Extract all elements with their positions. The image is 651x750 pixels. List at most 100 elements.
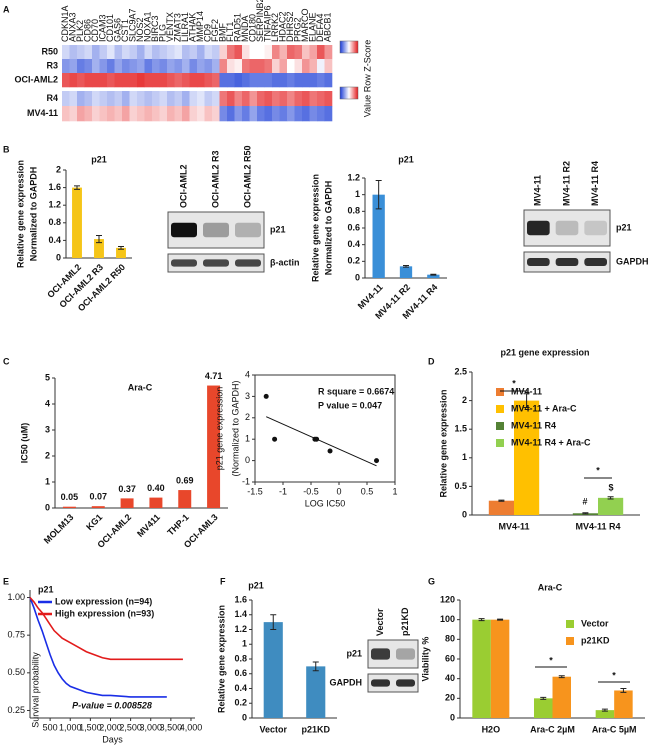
legend-swatch	[496, 422, 504, 430]
column-label: ATHAK	[188, 13, 198, 42]
heatmap-cell	[279, 59, 288, 74]
heatmap-cell	[129, 45, 138, 60]
bar	[116, 247, 126, 258]
x-tick-label: 0	[336, 486, 341, 496]
color-key-title: Value	[362, 95, 372, 117]
legend-swatch	[496, 439, 504, 447]
heatmap-cell	[152, 73, 160, 88]
heatmap-cell	[242, 91, 250, 107]
column-label: CST1	[120, 19, 130, 42]
heatmap-cell	[129, 106, 138, 122]
bar	[490, 619, 510, 718]
bar	[514, 400, 540, 515]
heatmap-cell	[324, 45, 333, 60]
x-tick-label: MV4-11 R4	[575, 521, 620, 531]
column-label: CDKN1A	[60, 5, 70, 42]
y-tick-label: 2	[462, 395, 467, 405]
blot-lane-label: MV4-11 R2	[561, 161, 571, 206]
heatmap-cell	[294, 59, 303, 74]
y-tick-label: 120	[440, 594, 455, 604]
column-label: PLG	[158, 24, 168, 42]
heatmap-cell	[227, 91, 235, 107]
heatmap-cell	[62, 91, 70, 107]
x-tick-label: MOLM13	[42, 512, 76, 546]
chart-title: p21 gene expression	[500, 347, 589, 357]
heatmap-cell	[174, 106, 183, 122]
y-tick-label: 0	[245, 455, 250, 465]
point	[263, 393, 269, 399]
heatmap-cell	[272, 91, 280, 107]
heatmap-cell	[242, 59, 250, 74]
heatmap-cell	[159, 45, 168, 60]
heatmap-cell	[317, 73, 325, 88]
heatmap-cell	[234, 59, 243, 74]
row-label: R4	[46, 93, 58, 103]
y-axis-label: Relative gene expression	[438, 389, 448, 497]
x-tick-label: -0.5	[303, 486, 319, 496]
panel-letter: G	[428, 576, 435, 586]
bar	[263, 622, 283, 718]
heatmap-cell	[302, 91, 310, 107]
legend-label: Low expression (n=94)	[55, 596, 152, 606]
blot-band	[396, 679, 415, 687]
bar	[372, 194, 385, 278]
heatmap-cell	[189, 45, 198, 60]
x-tick-label: 500	[43, 722, 58, 732]
x-tick-label: -1.5	[247, 486, 263, 496]
y-tick-label: 0	[355, 272, 360, 282]
y-tick-label: 1.5	[454, 424, 467, 434]
annotation: $	[608, 482, 613, 492]
blot-band-label: β-actin	[270, 257, 300, 267]
heatmap-cell	[309, 91, 318, 107]
row-label: MV4-11	[27, 108, 58, 118]
y-tick-label: 5	[45, 372, 50, 382]
heatmap-cell	[212, 59, 220, 74]
color-key	[339, 86, 359, 100]
heatmap-cell	[92, 91, 100, 107]
blot-lane-label: p21KD	[400, 607, 410, 636]
heatmap-cell	[107, 45, 115, 60]
error-bar	[601, 708, 608, 712]
heatmap-cell	[144, 45, 153, 60]
column-label: PLK2	[75, 20, 85, 42]
y-tick-label: 0	[450, 712, 455, 722]
column-label: CD180	[248, 14, 258, 42]
heatmap-cell	[137, 45, 145, 60]
heatmap-cell	[92, 106, 100, 122]
heatmap-cell	[257, 106, 265, 122]
column-label: ZMAT3	[173, 13, 183, 42]
heatmap-cell	[324, 73, 333, 88]
error-bar	[270, 614, 277, 630]
heatmap-cell	[279, 73, 288, 88]
heatmap-cell	[234, 73, 243, 88]
heatmap-cell	[107, 106, 115, 122]
heatmap-cell	[324, 106, 333, 122]
column-label: NOS2	[135, 17, 145, 42]
column-label: CD86	[83, 19, 93, 42]
heatmap-cell	[114, 91, 123, 107]
heatmap-cell	[182, 106, 190, 122]
value-label: 0.37	[118, 484, 136, 494]
heatmap-cell	[167, 59, 175, 74]
x-tick-label: 2,500	[119, 722, 142, 732]
column-label: LRRK2	[270, 13, 280, 42]
y-tick-label: 0.75	[7, 630, 25, 640]
heatmap-cell	[99, 59, 108, 74]
heatmap-cell	[152, 45, 160, 60]
heatmap-cell	[302, 73, 310, 88]
y-tick-label: 0.6	[347, 222, 360, 232]
heatmap-cell	[317, 91, 325, 107]
x-tick-label: Vector	[259, 724, 287, 734]
heatmap-cell	[264, 91, 273, 107]
heatmap-cell	[69, 106, 78, 122]
x-tick-label: 1	[392, 486, 397, 496]
annotation: P-value = 0.008528	[72, 700, 152, 710]
heatmap-cell	[302, 45, 310, 60]
heatmap-cell	[242, 106, 250, 122]
blot-lane-label: OCI-AML2 R50	[242, 145, 252, 208]
y-tick-label: 0	[242, 712, 247, 722]
column-label: DEFA4	[315, 13, 325, 42]
x-tick-label: MV411	[135, 512, 162, 539]
survival-curve	[29, 597, 167, 698]
